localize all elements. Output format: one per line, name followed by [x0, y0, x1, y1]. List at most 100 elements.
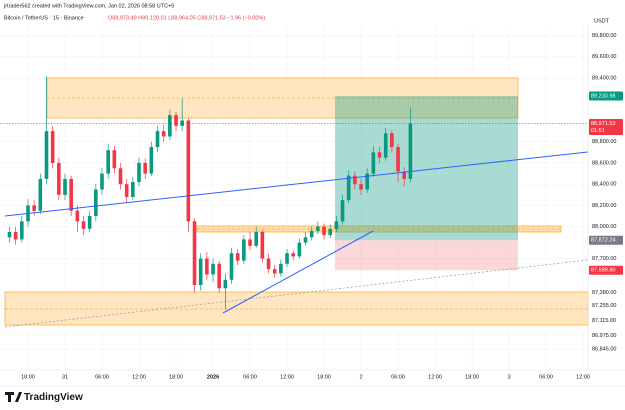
x-tick-label: 18:00: [317, 374, 331, 380]
candle-body: [44, 131, 49, 179]
y-tick-label: 87,380.00: [592, 290, 616, 296]
candle-body: [365, 173, 370, 190]
candle-body: [143, 162, 147, 174]
x-tick-label: 12:00: [576, 374, 590, 380]
candle-body: [377, 152, 382, 158]
currency: USDT: [594, 18, 610, 24]
candle-body: [242, 239, 246, 261]
x-tick-label: 06:00: [539, 374, 553, 380]
candle-body: [50, 131, 55, 163]
y-tick-label: 87,255.00: [592, 303, 616, 309]
candle-body: [285, 253, 289, 264]
candle-body: [137, 162, 141, 183]
y-tick-label: 88,600.00: [592, 160, 616, 166]
candle-body: [155, 131, 160, 148]
target-box: [335, 95, 518, 241]
candle-body: [124, 184, 129, 197]
logo-icon: [5, 392, 22, 402]
ohlc: O88,973.49 H89,120.01 L88,964.05 C88,971…: [108, 15, 265, 21]
candle-body: [402, 171, 407, 179]
x-tick-label: 06:00: [391, 374, 405, 380]
candle-body: [223, 279, 228, 289]
x-tick-label: 31: [62, 374, 68, 380]
candle-body: [353, 175, 357, 185]
candle-body: [390, 133, 394, 148]
candle-body: [260, 231, 265, 259]
candle-body: [63, 178, 67, 195]
candle-body: [180, 120, 184, 126]
candle-body: [322, 226, 326, 236]
stop-box: [335, 240, 518, 271]
y-tick-label: 88,800.00: [592, 139, 616, 145]
candle-body: [7, 231, 12, 238]
candle-body: [359, 184, 363, 190]
x-tick-label: 2: [360, 374, 363, 380]
candle-body: [118, 168, 123, 185]
candle-body: [87, 216, 92, 229]
candle-body: [291, 253, 295, 257]
candle-body: [279, 263, 283, 274]
candle-body: [383, 133, 388, 158]
candle-body: [100, 173, 104, 190]
candle-body: [112, 150, 117, 169]
candle-body: [303, 237, 308, 243]
candle-body: [106, 150, 110, 174]
y-tick-label: 88,400.00: [592, 182, 616, 188]
x-tick-label: 12:00: [132, 374, 146, 380]
candle-body: [254, 231, 258, 246]
candle-body: [174, 115, 178, 126]
demand-zone: [4, 291, 589, 326]
countdown: 01:51: [591, 128, 605, 134]
candle-body: [32, 205, 36, 211]
x-tick-label: 18:00: [21, 374, 35, 380]
candle-body: [346, 175, 351, 201]
candle-body: [69, 178, 73, 211]
last-price-tag: [589, 119, 623, 136]
candle-body: [334, 221, 339, 229]
x-tick-label: 18:00: [465, 374, 479, 380]
y-tick-label: 89,600.00: [592, 54, 616, 60]
candle-body: [328, 228, 333, 236]
y-tick-label: 86,975.00: [592, 333, 616, 339]
candle-body: [248, 239, 252, 246]
symbol: Bitcoin / TetherUS · 15 · Binance: [4, 15, 84, 21]
candle-body: [168, 115, 172, 137]
candle-body: [297, 242, 302, 257]
x-tick-label: 12:00: [280, 374, 294, 380]
candle-body: [408, 123, 413, 179]
candle-body: [38, 178, 43, 211]
y-tick-label: 87,700.00: [592, 256, 616, 262]
last-price-label: 88,971.53: [591, 121, 615, 127]
x-tick-label: 06:00: [95, 374, 109, 380]
price-tag-label: 87,589.80: [591, 268, 615, 274]
price-tag: [589, 91, 623, 101]
y-tick-label: 88,200.00: [592, 203, 616, 209]
x-tick-label: 06:00: [243, 374, 257, 380]
x-tick-label: 3: [508, 374, 511, 380]
y-tick-label: 89,800.00: [592, 33, 616, 39]
drawings: [4, 77, 589, 328]
candle-body: [75, 210, 80, 222]
candle-body: [57, 162, 61, 195]
candles: [7, 75, 413, 310]
price-tag: [589, 235, 623, 245]
candle-body: [396, 147, 400, 172]
axes: 89,800.00 89,600.00 89,400.00 88,800.00 88,6…: [0, 33, 623, 380]
candle-body: [192, 221, 197, 286]
candle-body: [266, 258, 271, 270]
candle-body: [186, 120, 191, 222]
price-tag-label: 87,872.24: [591, 238, 615, 244]
candle-body: [161, 131, 166, 137]
candle-body: [198, 258, 203, 286]
candle-body: [131, 182, 135, 197]
candle-body: [94, 189, 98, 217]
candle-body: [13, 231, 18, 240]
y-tick-label: 88,000.00: [592, 224, 616, 230]
dotted-trendline: [4, 259, 589, 328]
price-tag: [589, 265, 623, 275]
x-tick-label: 2026: [207, 374, 219, 380]
candle-body: [309, 230, 314, 238]
candle-body: [340, 200, 345, 222]
